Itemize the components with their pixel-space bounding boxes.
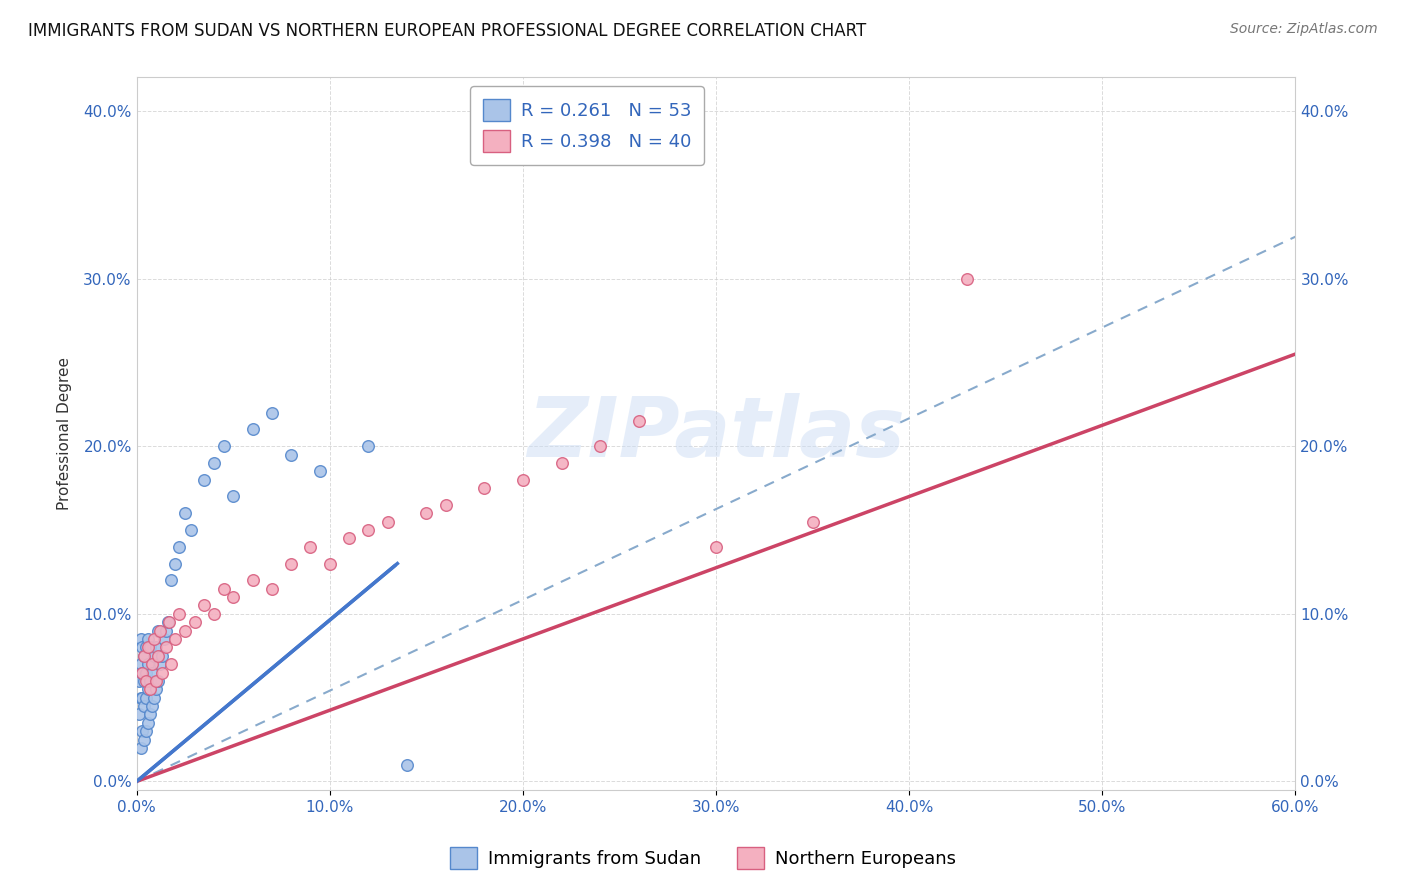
Point bbox=[131, 724, 153, 739]
Point bbox=[136, 715, 159, 730]
Point bbox=[415, 506, 437, 520]
Point bbox=[337, 532, 360, 546]
Point bbox=[139, 640, 162, 655]
Point bbox=[242, 574, 264, 588]
Point bbox=[146, 624, 169, 638]
Point bbox=[801, 515, 824, 529]
Point bbox=[141, 665, 163, 680]
Point bbox=[135, 690, 157, 705]
Point bbox=[139, 707, 162, 722]
Point bbox=[260, 406, 283, 420]
Point bbox=[136, 682, 159, 697]
Point bbox=[129, 690, 152, 705]
Text: Source: ZipAtlas.com: Source: ZipAtlas.com bbox=[1230, 22, 1378, 37]
Point bbox=[202, 456, 225, 470]
Point bbox=[135, 724, 157, 739]
Text: IMMIGRANTS FROM SUDAN VS NORTHERN EUROPEAN PROFESSIONAL DEGREE CORRELATION CHART: IMMIGRANTS FROM SUDAN VS NORTHERN EUROPE… bbox=[28, 22, 866, 40]
Point bbox=[152, 632, 174, 646]
Point bbox=[159, 615, 181, 630]
Point bbox=[134, 648, 156, 663]
Point bbox=[193, 473, 215, 487]
Legend: Immigrants from Sudan, Northern Europeans: Immigrants from Sudan, Northern European… bbox=[441, 838, 965, 879]
Point bbox=[131, 665, 153, 680]
Point bbox=[155, 640, 177, 655]
Point bbox=[512, 473, 534, 487]
Point bbox=[128, 673, 150, 688]
Point bbox=[202, 607, 225, 621]
Point bbox=[155, 624, 177, 638]
Point bbox=[134, 699, 156, 714]
Point bbox=[141, 657, 163, 672]
Point bbox=[357, 439, 380, 453]
Legend: R = 0.261   N = 53, R = 0.398   N = 40: R = 0.261 N = 53, R = 0.398 N = 40 bbox=[470, 87, 704, 165]
Point bbox=[193, 599, 215, 613]
Point bbox=[145, 673, 167, 688]
Point bbox=[156, 615, 179, 630]
Point bbox=[165, 557, 187, 571]
Point bbox=[136, 657, 159, 672]
Point bbox=[434, 498, 457, 512]
Point bbox=[396, 757, 419, 772]
Point bbox=[299, 540, 322, 554]
Point bbox=[280, 557, 302, 571]
Point bbox=[143, 648, 166, 663]
Point bbox=[131, 665, 153, 680]
Point bbox=[129, 657, 152, 672]
Point bbox=[260, 582, 283, 596]
Point bbox=[149, 624, 172, 638]
Point bbox=[550, 456, 572, 470]
Point bbox=[135, 640, 157, 655]
Point bbox=[136, 632, 159, 646]
Point bbox=[167, 540, 190, 554]
Point bbox=[180, 523, 202, 537]
Point bbox=[212, 582, 235, 596]
Point bbox=[134, 673, 156, 688]
Point bbox=[141, 699, 163, 714]
Point bbox=[222, 490, 245, 504]
Point bbox=[150, 665, 173, 680]
Point bbox=[222, 590, 245, 604]
Point bbox=[128, 707, 150, 722]
Point bbox=[357, 523, 380, 537]
Point bbox=[174, 506, 197, 520]
Y-axis label: Professional Degree: Professional Degree bbox=[58, 357, 72, 510]
Point bbox=[145, 640, 167, 655]
Point bbox=[309, 464, 332, 478]
Point bbox=[131, 640, 153, 655]
Point bbox=[319, 557, 342, 571]
Point bbox=[627, 414, 650, 428]
Point bbox=[149, 657, 172, 672]
Point bbox=[212, 439, 235, 453]
Point bbox=[139, 682, 162, 697]
Point bbox=[183, 615, 205, 630]
Point bbox=[704, 540, 727, 554]
Point bbox=[131, 690, 153, 705]
Point bbox=[136, 640, 159, 655]
Text: ZIPatlas: ZIPatlas bbox=[527, 393, 905, 475]
Point bbox=[134, 648, 156, 663]
Point bbox=[160, 657, 183, 672]
Point bbox=[242, 422, 264, 436]
Point bbox=[135, 665, 157, 680]
Point bbox=[145, 682, 167, 697]
Point bbox=[146, 673, 169, 688]
Point bbox=[129, 632, 152, 646]
Point bbox=[589, 439, 612, 453]
Point bbox=[956, 271, 979, 285]
Point bbox=[472, 481, 495, 495]
Point bbox=[150, 648, 173, 663]
Point bbox=[139, 673, 162, 688]
Point bbox=[143, 632, 166, 646]
Point bbox=[160, 574, 183, 588]
Point bbox=[135, 673, 157, 688]
Point bbox=[134, 732, 156, 747]
Point bbox=[146, 648, 169, 663]
Point bbox=[377, 515, 399, 529]
Point bbox=[143, 690, 166, 705]
Point bbox=[280, 448, 302, 462]
Point bbox=[165, 632, 187, 646]
Point bbox=[129, 740, 152, 755]
Point bbox=[174, 624, 197, 638]
Point bbox=[167, 607, 190, 621]
